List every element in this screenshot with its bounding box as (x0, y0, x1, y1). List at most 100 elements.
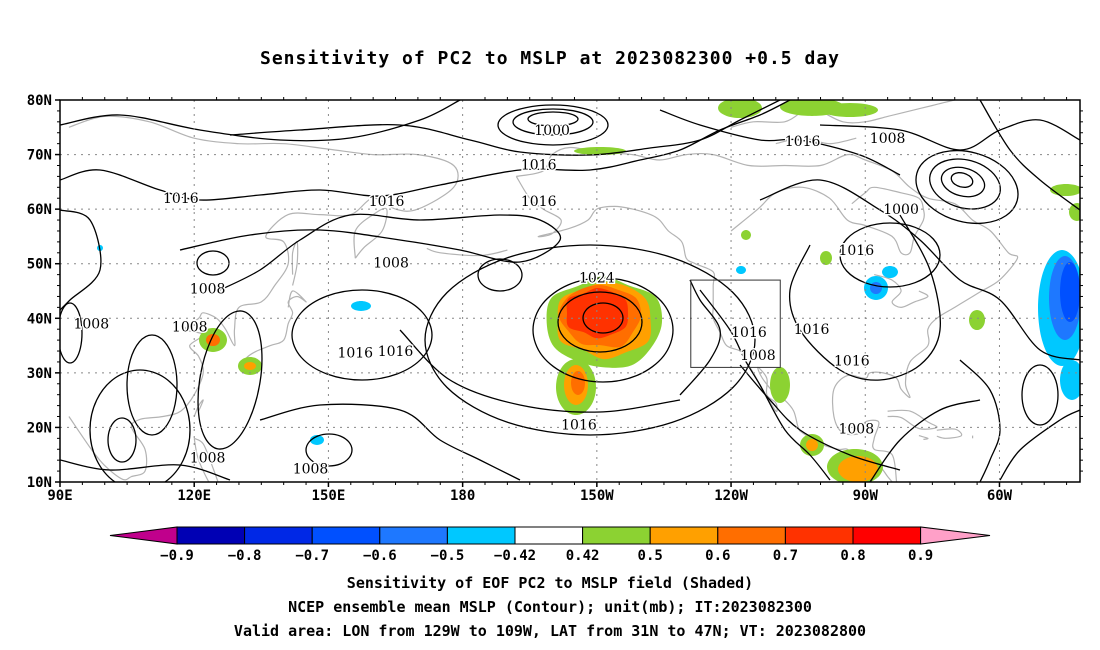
sensitivity-patch (741, 230, 751, 240)
coastline (730, 110, 803, 128)
isobar (107, 417, 137, 463)
contour-label: 1016 (794, 322, 830, 338)
sensitivity-patch (718, 100, 762, 118)
colorbar-label: −0.7 (295, 548, 329, 564)
isobar (527, 111, 579, 127)
colorbar-swatch (311, 526, 381, 545)
colorbar-arrow-low (109, 526, 178, 545)
isobar (839, 222, 941, 288)
colorbar-arrow-high (920, 526, 991, 545)
isobar (89, 369, 191, 482)
isobar (179, 213, 562, 291)
contour-label: 1016 (785, 134, 821, 150)
isobar (497, 104, 609, 146)
isobar (788, 214, 941, 381)
colorbar-label: −0.9 (160, 548, 194, 564)
sensitivity-patch (882, 266, 898, 278)
isobar (869, 399, 981, 482)
colorbar-swatch (446, 526, 516, 545)
colorbar-swatch (244, 526, 313, 545)
coastline (874, 274, 929, 309)
isobar (305, 433, 353, 467)
colorbar-label: −0.5 (431, 548, 465, 564)
isobar (959, 359, 1001, 482)
isobar (979, 100, 1080, 211)
colorbar-swatch (176, 526, 246, 545)
isobar (399, 329, 681, 413)
coastline (353, 207, 388, 259)
isobar (950, 172, 974, 188)
isobar (739, 364, 901, 471)
colorbar-swatch (582, 526, 651, 545)
isobar (60, 459, 231, 481)
colorbar-swatch (852, 526, 922, 545)
isobar (759, 179, 1080, 361)
coastline (820, 100, 955, 124)
graticule (60, 100, 1080, 482)
contour-label: 1016 (369, 194, 405, 210)
lat-tick-label: 60N (27, 202, 52, 218)
coastline (426, 247, 508, 257)
lon-tick-label: 120W (714, 488, 748, 504)
colorbar-swatch (514, 526, 584, 545)
colorbar-label: 0.9 (908, 548, 933, 564)
isobar (699, 289, 831, 481)
isobar (659, 109, 901, 176)
contour-label: 1008 (870, 131, 906, 147)
colorbar-swatch (717, 526, 786, 545)
sensitivity-patch (838, 456, 878, 482)
contour-label: 1008 (293, 461, 329, 477)
coastline (68, 115, 459, 481)
isobar (259, 403, 521, 481)
lat-tick-label: 80N (27, 93, 52, 109)
isobar (557, 291, 643, 353)
coastline (291, 241, 299, 286)
plot-title: Sensitivity of PC2 to MSLP at 2023082300… (259, 48, 840, 69)
isobar (929, 158, 1001, 210)
caption-line-3: Valid area: LON from 129W to 109W, LAT f… (233, 622, 867, 640)
sensitivity-patch (969, 310, 985, 330)
colorbar-label: 0.6 (705, 548, 730, 564)
lat-tick-label: 50N (27, 257, 52, 273)
lat-tick-label: 40N (27, 311, 52, 327)
contour-label: 1016 (337, 346, 373, 362)
sensitivity-patch (1050, 184, 1080, 196)
contour-label: 1016 (378, 344, 414, 360)
caption-line-2: NCEP ensemble mean MSLP (Contour); unit(… (288, 598, 812, 616)
isobar (1021, 364, 1059, 426)
contour-label: 1008 (740, 348, 776, 364)
contour-label: 1008 (190, 450, 226, 466)
isobar (679, 279, 721, 396)
sensitivity-patch (870, 282, 882, 294)
contour-label: 1016 (521, 194, 557, 210)
contour-label: 1008 (373, 256, 409, 272)
isobar (291, 289, 433, 381)
valid-area-box (690, 279, 781, 368)
sensitivity-patch (806, 439, 818, 451)
contour-label: 1008 (172, 319, 208, 335)
coastline (730, 186, 925, 256)
colorbar-label: 0.7 (773, 548, 798, 564)
isobar (582, 302, 624, 334)
lon-tick-label: 180 (450, 488, 475, 504)
lon-tick-label: 60W (987, 488, 1013, 504)
coastline (516, 146, 1019, 482)
colorbar-label: 0.8 (840, 548, 865, 564)
colorbar-label: −0.8 (228, 548, 262, 564)
sensitivity-patch (566, 287, 629, 339)
contour-label: 1000 (534, 123, 570, 139)
isobar (940, 166, 986, 198)
lon-tick-label: 90W (853, 488, 879, 504)
sensitivity-patch (1060, 360, 1080, 400)
lat-tick-label: 30N (27, 366, 52, 382)
colorbar-label: −0.6 (363, 548, 397, 564)
coastline (918, 435, 929, 440)
contour-label: 1016 (561, 418, 597, 434)
isobar (424, 244, 756, 436)
colorbar-swatch (649, 526, 719, 545)
colorbar-swatch (379, 526, 448, 545)
contour-label: 1016 (521, 157, 557, 173)
